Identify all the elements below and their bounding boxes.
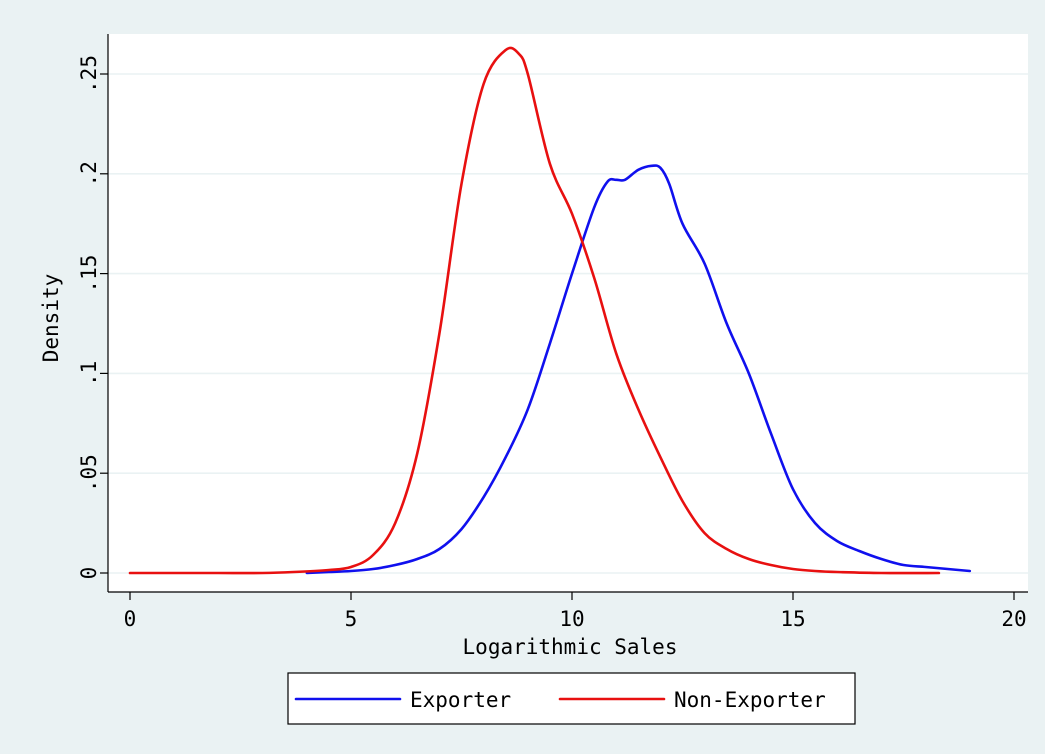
y-tick-label-4: .2 bbox=[77, 161, 101, 186]
y-tick-label-2: .1 bbox=[77, 361, 101, 386]
x-tick-label-4: 20 bbox=[1001, 607, 1026, 631]
x-axis-title: Logarithmic Sales bbox=[463, 635, 678, 659]
x-tick-label-1: 5 bbox=[345, 607, 358, 631]
legend: Exporter Non-Exporter bbox=[287, 672, 856, 725]
series-lines bbox=[128, 46, 972, 575]
legend-label-exporter: Exporter bbox=[410, 688, 511, 712]
series-line-non-exporter bbox=[128, 46, 941, 575]
x-tick-label-2: 10 bbox=[559, 607, 584, 631]
x-tick-label-3: 15 bbox=[780, 607, 805, 631]
x-tick-label-0: 0 bbox=[124, 607, 137, 631]
y-tick-label-0: 0 bbox=[77, 567, 101, 580]
plot-area bbox=[108, 34, 1028, 592]
y-axis-title: Density bbox=[39, 274, 63, 363]
legend-label-non-exporter: Non-Exporter bbox=[674, 688, 826, 712]
series-line-exporter bbox=[305, 164, 972, 575]
y-axis-ticks: 0 .05 .1 .15 .2 .25 bbox=[77, 55, 108, 579]
y-tick-label-5: .25 bbox=[77, 55, 101, 93]
y-tick-label-1: .05 bbox=[77, 454, 101, 492]
x-axis-ticks: 0 5 10 15 20 bbox=[124, 592, 1027, 631]
y-tick-label-3: .15 bbox=[77, 255, 101, 293]
